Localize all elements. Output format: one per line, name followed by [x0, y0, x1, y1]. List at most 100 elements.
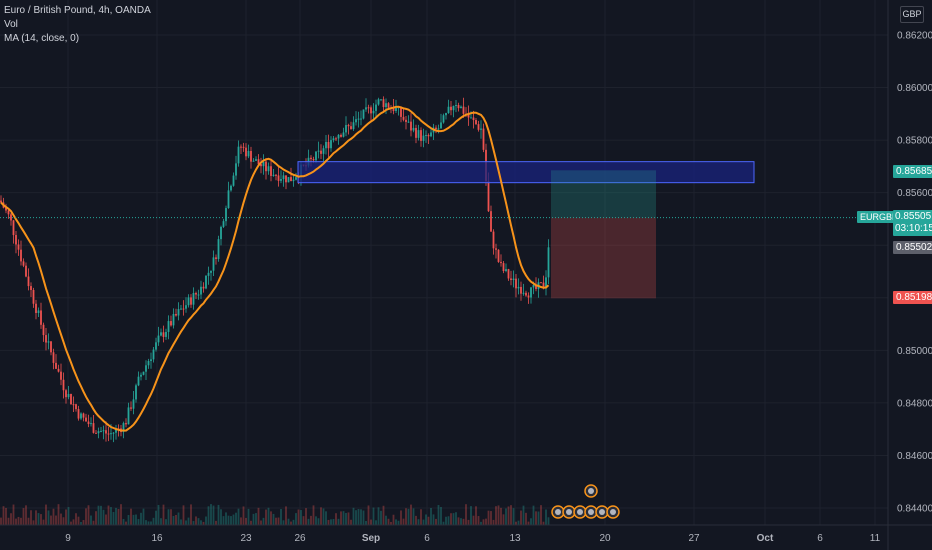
price-axis-label: 0.85800 — [897, 136, 932, 147]
economic-events[interactable] — [551, 484, 620, 519]
candle-body — [47, 341, 50, 343]
candle-body — [520, 286, 522, 294]
volume-bar — [162, 504, 165, 525]
candle-body — [115, 428, 117, 433]
candle-body — [207, 272, 210, 276]
candle-body — [35, 303, 37, 313]
volume-bar — [15, 518, 17, 525]
volume-bar — [2, 506, 5, 525]
long-position-profit-area[interactable] — [551, 170, 656, 218]
volume-bar — [492, 519, 495, 525]
candle-body — [322, 148, 325, 154]
candle-body — [42, 324, 45, 336]
candle-body — [257, 159, 260, 165]
volume-bar — [47, 510, 50, 525]
volume-bar — [515, 521, 517, 525]
candle-body — [315, 151, 317, 161]
candle-body — [290, 177, 292, 182]
volume-bar — [432, 514, 435, 525]
volume-bar — [210, 504, 212, 525]
volume-bar — [127, 514, 130, 525]
long-position-loss-area[interactable] — [551, 217, 656, 299]
volume-bar — [507, 506, 510, 525]
volume-bar — [27, 517, 30, 525]
volume-bar — [25, 505, 27, 525]
volume-bar — [275, 517, 277, 525]
volume-bar — [272, 513, 275, 525]
candle-body — [45, 335, 47, 343]
volume-bar — [115, 507, 117, 525]
volume-bar — [310, 515, 312, 525]
candle-body — [512, 278, 515, 280]
volume-bar — [320, 507, 322, 525]
candle-body — [285, 175, 287, 183]
time-axis[interactable]: 9 16 23 26 Sep 6 13 20 27 Oct 6 11 — [65, 533, 880, 544]
candle-body — [340, 134, 342, 137]
candle-body — [517, 286, 520, 289]
candle-body — [17, 244, 20, 250]
candle-body — [15, 235, 17, 245]
volume-bar — [167, 509, 170, 525]
legend-title[interactable]: Euro / British Pound, 4h, OANDA — [4, 5, 151, 16]
candle-body — [90, 423, 92, 425]
candle-body — [487, 181, 490, 212]
legend-volume[interactable]: Vol — [4, 19, 18, 30]
volume-bar — [177, 512, 180, 525]
candle-body — [132, 399, 135, 409]
volume-bar — [225, 512, 227, 525]
candle-body — [235, 163, 237, 176]
volume-bar — [290, 521, 292, 525]
volume-bar — [387, 518, 390, 525]
candle-body — [107, 433, 110, 435]
candle-body — [495, 248, 497, 250]
legend-ma[interactable]: MA (14, close, 0) — [4, 33, 80, 44]
candle-body — [327, 141, 330, 149]
currency-badge[interactable]: GBP — [900, 6, 924, 23]
candle-body — [52, 352, 55, 363]
volume-bar — [337, 518, 340, 525]
candle-body — [180, 308, 182, 310]
volume-bar — [220, 509, 222, 525]
volume-bar — [360, 509, 362, 525]
time-axis-label: 16 — [151, 533, 163, 544]
candle-body — [357, 118, 360, 120]
volume-bar — [485, 518, 487, 525]
volume-bar — [547, 517, 550, 525]
price-tag-target: 0.85685 — [893, 165, 932, 178]
volume-bar — [490, 511, 492, 525]
candle-body — [50, 341, 52, 353]
candle-body — [367, 107, 370, 109]
volume-bar — [92, 520, 95, 525]
volume-bar — [370, 519, 372, 525]
candle-body — [430, 132, 432, 137]
volume-bar — [262, 517, 265, 525]
volume-bar — [505, 508, 507, 525]
candle-body — [387, 103, 390, 108]
volume-bar — [235, 512, 237, 525]
supply-zone-box[interactable] — [297, 161, 755, 184]
volume-bar — [457, 517, 460, 525]
volume-bar — [7, 517, 10, 525]
price-axis[interactable]: 0.862000.860000.858000.856000.854000.852… — [897, 31, 932, 515]
candles — [0, 96, 550, 443]
candle-body — [382, 99, 385, 108]
volume-bar — [142, 508, 145, 525]
candle-body — [450, 106, 452, 111]
volume-bar — [50, 515, 52, 525]
candle-body — [70, 393, 72, 405]
candle-body — [130, 407, 132, 409]
time-axis-label: 26 — [294, 533, 306, 544]
volume-bar — [112, 512, 115, 525]
candle-body — [215, 257, 217, 259]
volume-bar — [17, 516, 20, 525]
candle-body — [100, 430, 102, 432]
volume-bar — [72, 519, 75, 525]
candle-body — [377, 99, 380, 105]
candle-body — [457, 104, 460, 109]
volume-bar — [227, 515, 230, 525]
volume-bar — [422, 519, 425, 525]
volume-bar — [32, 520, 35, 525]
volume-bar — [440, 507, 442, 525]
price-axis-label: 0.84800 — [897, 398, 932, 409]
